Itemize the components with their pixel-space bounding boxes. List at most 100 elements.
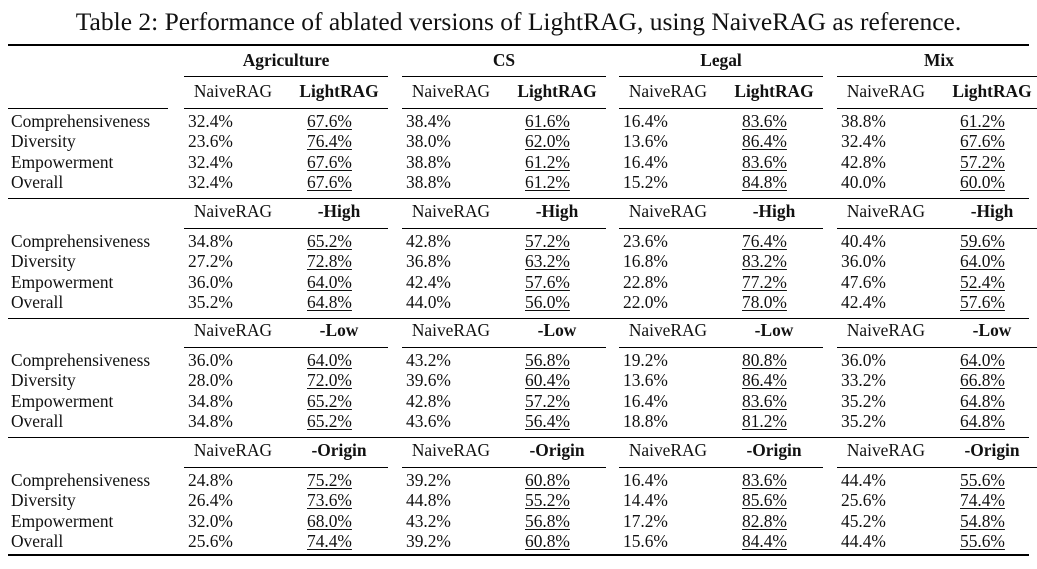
metric-label: Diversity (11, 370, 76, 390)
column-header-baseline: NaiveRAG (411, 201, 491, 221)
score-baseline: 15.6% (623, 531, 668, 551)
score-baseline: 45.2% (841, 511, 886, 531)
score-baseline: 33.2% (841, 370, 886, 390)
score-variant: 52.4% (960, 272, 1005, 292)
score-variant: 67.6% (307, 152, 352, 172)
score-baseline: 32.4% (188, 152, 233, 172)
score-variant: 84.4% (742, 531, 787, 551)
score-variant: 74.4% (960, 490, 1005, 510)
score-baseline: 44.4% (841, 470, 886, 490)
score-variant: 57.6% (960, 292, 1005, 312)
subheader-cmidrule (837, 347, 1037, 348)
score-baseline: 44.8% (406, 490, 451, 510)
group-separator-rule (8, 437, 1029, 439)
score-variant: 60.8% (525, 470, 570, 490)
score-variant: 57.2% (525, 231, 570, 251)
column-header-baseline: NaiveRAG (846, 201, 926, 221)
score-variant: 59.6% (960, 231, 1005, 251)
subheader-cmidrule (402, 467, 606, 468)
score-variant: 60.8% (525, 531, 570, 551)
score-baseline: 42.8% (406, 231, 451, 251)
score-baseline: 42.4% (406, 272, 451, 292)
score-baseline: 36.0% (188, 272, 233, 292)
score-variant: 64.0% (960, 350, 1005, 370)
domain-cmidrule (184, 76, 388, 77)
column-header-baseline: NaiveRAG (411, 81, 491, 101)
metric-label: Overall (11, 531, 64, 551)
score-baseline: 44.0% (406, 292, 451, 312)
metric-label: Comprehensiveness (11, 231, 151, 251)
subheader-cmidrule (619, 108, 823, 109)
score-baseline: 35.2% (188, 292, 233, 312)
column-header-variant: -High (970, 201, 1014, 221)
column-header-variant: -Low (319, 320, 359, 340)
domain-header: CS (492, 50, 516, 70)
subheader-cmidrule (184, 228, 388, 229)
column-header-variant: LightRAG (517, 81, 597, 101)
score-baseline: 38.8% (406, 152, 451, 172)
score-variant: 68.0% (307, 511, 352, 531)
score-variant: 64.0% (307, 350, 352, 370)
score-baseline: 16.4% (623, 470, 668, 490)
score-variant: 81.2% (742, 411, 787, 431)
metric-label: Diversity (11, 490, 76, 510)
score-variant: 56.4% (525, 411, 570, 431)
score-baseline: 38.8% (841, 111, 886, 131)
column-header-baseline: NaiveRAG (628, 320, 708, 340)
score-variant: 56.0% (525, 292, 570, 312)
subheader-cmidrule (402, 108, 606, 109)
score-baseline: 22.0% (623, 292, 668, 312)
group-separator-rule (8, 318, 1029, 320)
domain-cmidrule (837, 76, 1037, 77)
score-variant: 67.6% (307, 172, 352, 192)
score-variant: 76.4% (307, 131, 352, 151)
score-baseline: 36.0% (841, 251, 886, 271)
score-baseline: 24.8% (188, 470, 233, 490)
score-variant: 67.6% (307, 111, 352, 131)
score-baseline: 42.8% (406, 391, 451, 411)
score-baseline: 36.0% (841, 350, 886, 370)
column-header-baseline: NaiveRAG (846, 440, 926, 460)
score-baseline: 47.6% (841, 272, 886, 292)
score-baseline: 42.8% (841, 152, 886, 172)
column-header-variant: -High (535, 201, 579, 221)
bottom-rule (8, 554, 1029, 556)
column-header-variant: -Origin (311, 440, 367, 460)
score-baseline: 28.0% (188, 370, 233, 390)
score-variant: 54.8% (960, 511, 1005, 531)
subheader-cmidrule (184, 347, 388, 348)
metric-label: Overall (11, 172, 64, 192)
score-baseline: 43.2% (406, 350, 451, 370)
score-baseline: 16.4% (623, 391, 668, 411)
score-baseline: 40.0% (841, 172, 886, 192)
score-variant: 64.0% (307, 272, 352, 292)
metric-label: Comprehensiveness (11, 111, 151, 131)
score-baseline: 26.4% (188, 490, 233, 510)
subheader-cmidrule (619, 467, 823, 468)
score-baseline: 25.6% (188, 531, 233, 551)
score-variant: 63.2% (525, 251, 570, 271)
column-header-baseline: NaiveRAG (193, 440, 273, 460)
score-variant: 65.2% (307, 231, 352, 251)
score-variant: 84.8% (742, 172, 787, 192)
label-column-rule (8, 108, 168, 109)
score-variant: 55.6% (960, 470, 1005, 490)
column-header-baseline: NaiveRAG (193, 201, 273, 221)
subheader-cmidrule (619, 347, 823, 348)
score-baseline: 44.4% (841, 531, 886, 551)
score-variant: 60.4% (525, 370, 570, 390)
score-variant: 67.6% (960, 131, 1005, 151)
metric-label: Overall (11, 411, 64, 431)
score-baseline: 34.8% (188, 391, 233, 411)
score-variant: 60.0% (960, 172, 1005, 192)
domain-cmidrule (402, 76, 606, 77)
column-header-variant: -Low (972, 320, 1012, 340)
score-baseline: 36.0% (188, 350, 233, 370)
score-baseline: 36.8% (406, 251, 451, 271)
score-variant: 62.0% (525, 131, 570, 151)
score-variant: 64.8% (960, 411, 1005, 431)
column-header-baseline: NaiveRAG (846, 81, 926, 101)
score-variant: 61.2% (525, 152, 570, 172)
score-baseline: 38.8% (406, 172, 451, 192)
score-variant: 56.8% (525, 350, 570, 370)
